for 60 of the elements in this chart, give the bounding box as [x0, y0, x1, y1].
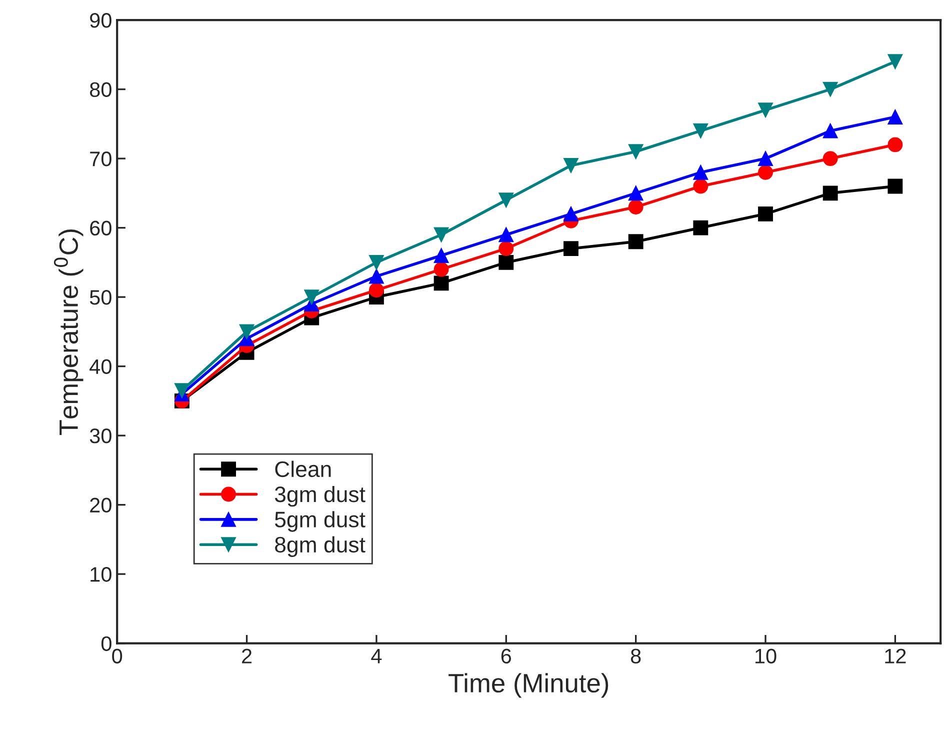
point: [434, 227, 449, 242]
legend-label: Clean: [275, 460, 331, 478]
point: [498, 227, 514, 242]
point: [564, 206, 578, 222]
point: [822, 151, 838, 166]
point: [498, 254, 514, 270]
point: [628, 234, 644, 250]
x-tick-label: 4: [371, 648, 382, 664]
legend-label: 5gm dust: [274, 511, 366, 532]
point: [822, 186, 838, 201]
point: [368, 268, 384, 284]
point: [693, 164, 708, 180]
y-tick-label: 10: [90, 567, 112, 582]
y-tick-label: 40: [90, 359, 112, 374]
point: [434, 248, 449, 263]
point: [758, 102, 773, 118]
point: [693, 220, 708, 236]
y-tick-label: 20: [90, 498, 112, 513]
point: [628, 186, 644, 201]
point: [368, 282, 384, 298]
point: [368, 254, 384, 270]
point: [304, 290, 320, 305]
x-tick-label: 10: [756, 648, 776, 664]
y-tick-label: 0: [101, 636, 112, 652]
x-tick-label: 12: [885, 648, 906, 664]
y-tick-label: 80: [90, 82, 112, 98]
point: [434, 262, 449, 277]
point: [628, 200, 644, 214]
point: [758, 206, 773, 222]
point: [758, 164, 773, 180]
point: [822, 123, 838, 138]
y-tick-label: 70: [90, 152, 112, 166]
x-tick-label: 6: [501, 648, 512, 664]
y-tick-label: 50: [90, 290, 112, 305]
point: [239, 324, 254, 340]
legend-label: 3gm dust: [274, 486, 366, 507]
x-tick-label: 0: [112, 648, 122, 664]
point: [498, 241, 514, 256]
point: [888, 110, 903, 124]
point: [888, 137, 903, 152]
y-tick-label: 90: [90, 13, 112, 28]
point: [564, 241, 578, 256]
point: [693, 123, 708, 138]
x-tick-label: 2: [242, 648, 252, 664]
point: [498, 192, 514, 208]
point: [822, 82, 838, 97]
point: [888, 178, 903, 194]
point: [628, 144, 644, 160]
point: [564, 158, 578, 173]
point: [758, 151, 773, 166]
y-axis-title: Temperature ($^{0}$C): [54, 230, 84, 436]
y-tick-label: 60: [90, 220, 112, 236]
point: [174, 383, 190, 398]
legend-label: 8gm dust: [275, 536, 366, 557]
point: [888, 54, 903, 70]
y-tick-label: 30: [90, 428, 112, 444]
point: [434, 276, 449, 291]
point: [693, 178, 708, 194]
x-axis-title: Time (Minute): [448, 673, 608, 698]
x-tick-label: 8: [630, 648, 641, 664]
